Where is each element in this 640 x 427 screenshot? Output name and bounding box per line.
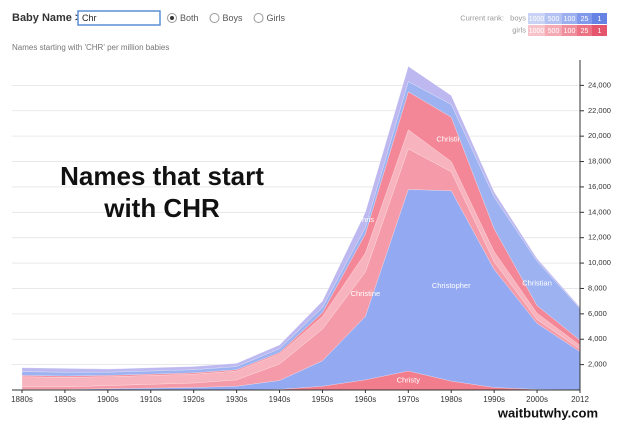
y-tick-label: 24,000 [588,80,611,89]
area-label: Christine [351,289,381,298]
y-tick-label: 6,000 [588,309,607,318]
x-tick-label: 1900s [97,395,119,404]
rank-step: 100 [564,16,576,23]
y-tick-label: 22,000 [588,106,611,115]
rank-box [592,13,607,24]
input-text: Chr [82,13,97,23]
x-tick-label: 1880s [11,395,33,404]
area-label: Christopher [432,281,471,290]
x-tick-label: 1890s [54,395,76,404]
y-tick-label: 2,000 [588,360,607,369]
area-label: Chris [357,215,375,224]
radio[interactable] [253,13,264,23]
x-tick-label: 1970s [397,395,419,404]
x-tick-label: 1910s [140,395,162,404]
x-tick-label: 1980s [440,395,462,404]
rank-step: 1000 [529,16,545,23]
subtitle: Names starting with 'CHR' per million ba… [12,43,169,52]
rank-box [562,13,577,24]
rank-box [577,13,592,24]
annotation-line: Names that start with CHR [60,161,264,223]
footer: waitbutwhy.com [497,405,598,420]
y-tick-label: 16,000 [588,182,611,191]
rank-step: 25 [581,16,589,23]
radio-label: Both [180,13,199,23]
rank-box [592,25,607,36]
y-tick-label: 18,000 [588,157,611,166]
area-label: Christy [397,375,421,384]
radio-label: Girls [267,13,286,23]
x-tick-label: 2012 [571,395,589,404]
rank-step: 1 [598,16,602,23]
rank-label: Current rank: [460,13,504,22]
y-tick-label: 8,000 [588,283,607,292]
radio-label: Boys [223,13,244,23]
x-tick-label: 1990s [483,395,505,404]
x-tick-label: 1960s [354,395,376,404]
rank-box [545,25,562,36]
rank-step: 500 [548,16,560,23]
rank-row-name: boys [510,13,526,22]
x-tick-label: 1940s [269,395,291,404]
rank-box [562,25,577,36]
area-label: Christian [522,278,552,287]
y-tick-label: 12,000 [588,233,611,242]
rank-row-name: girls [512,25,526,34]
name-input[interactable] [77,10,161,26]
rank-step: 1 [598,28,602,35]
rank-step: 500 [548,28,560,35]
rank-box [545,13,562,24]
y-tick-label: 20,000 [588,131,611,140]
name-label: Baby Name > [12,12,81,24]
area-label: Christina [436,134,466,143]
rank-step: 1000 [529,28,545,35]
x-tick-label: 1920s [183,395,205,404]
y-tick-label: 4,000 [588,334,607,343]
rank-step: 100 [564,28,576,35]
y-tick-label: 10,000 [588,258,611,267]
rank-box [577,25,592,36]
x-tick-label: 1950s [312,395,334,404]
x-tick-label: 2000s [526,395,548,404]
y-tick-label: 14,000 [588,207,611,216]
radio[interactable] [209,13,220,23]
rank-box [528,13,545,24]
x-tick-label: 1930s [226,395,248,404]
rank-box [528,25,545,36]
radio-dot [170,16,174,20]
rank-step: 25 [581,28,589,35]
